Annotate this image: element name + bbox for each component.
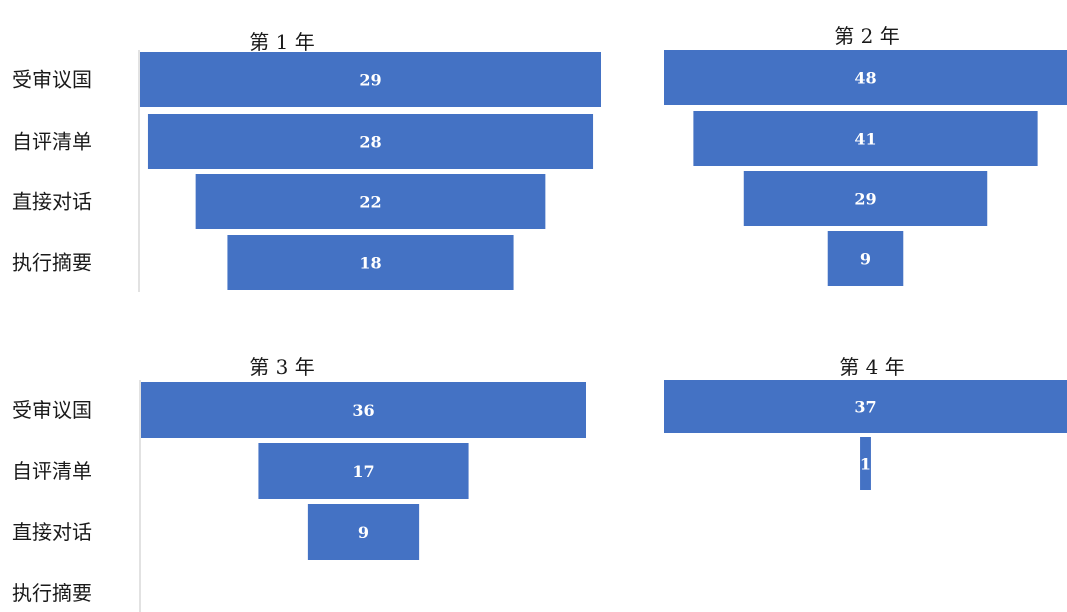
bar-value-label: 1 [860,455,871,474]
category-label: 受审议国 [12,398,92,422]
panel-title-2: 第 2 年 [834,24,899,48]
bar-value-label: 29 [854,190,876,209]
funnel-bar [664,50,1067,105]
funnel-bar [307,504,420,560]
bar-value-label: 17 [352,462,374,481]
funnel-bar [141,382,586,438]
bar-value-label: 18 [359,254,381,273]
funnel-bar [743,171,988,226]
category-label: 自评清单 [12,130,92,154]
bar-value-label: 9 [860,250,871,269]
bar-value-label: 22 [359,193,381,212]
category-label: 直接对话 [12,190,92,214]
funnel-bar [258,443,469,499]
bar-value-label: 48 [854,69,876,88]
panel-title-4: 第 4 年 [839,355,904,379]
funnel-bar [147,114,594,169]
funnel-bar [664,380,1067,433]
panel-title-1: 第 1 年 [249,30,314,54]
funnel-bar [140,52,601,107]
bar-value-label: 41 [854,130,876,149]
panel-title-3: 第 3 年 [249,355,314,379]
category-label: 直接对话 [12,520,92,544]
category-label: 执行摘要 [12,251,92,275]
funnel-bar [227,235,514,290]
category-label: 自评清单 [12,459,92,483]
bar-value-label: 28 [359,133,381,152]
bar-value-label: 9 [358,523,369,542]
funnel-bar [195,174,546,229]
category-label: 受审议国 [12,68,92,92]
funnel-bar [693,111,1038,166]
bar-value-label: 36 [352,401,374,420]
funnel-bar [860,437,871,490]
category-label: 执行摘要 [12,581,92,605]
funnel-bar [827,231,904,286]
bar-value-label: 29 [359,71,381,90]
bar-value-label: 37 [854,398,876,417]
